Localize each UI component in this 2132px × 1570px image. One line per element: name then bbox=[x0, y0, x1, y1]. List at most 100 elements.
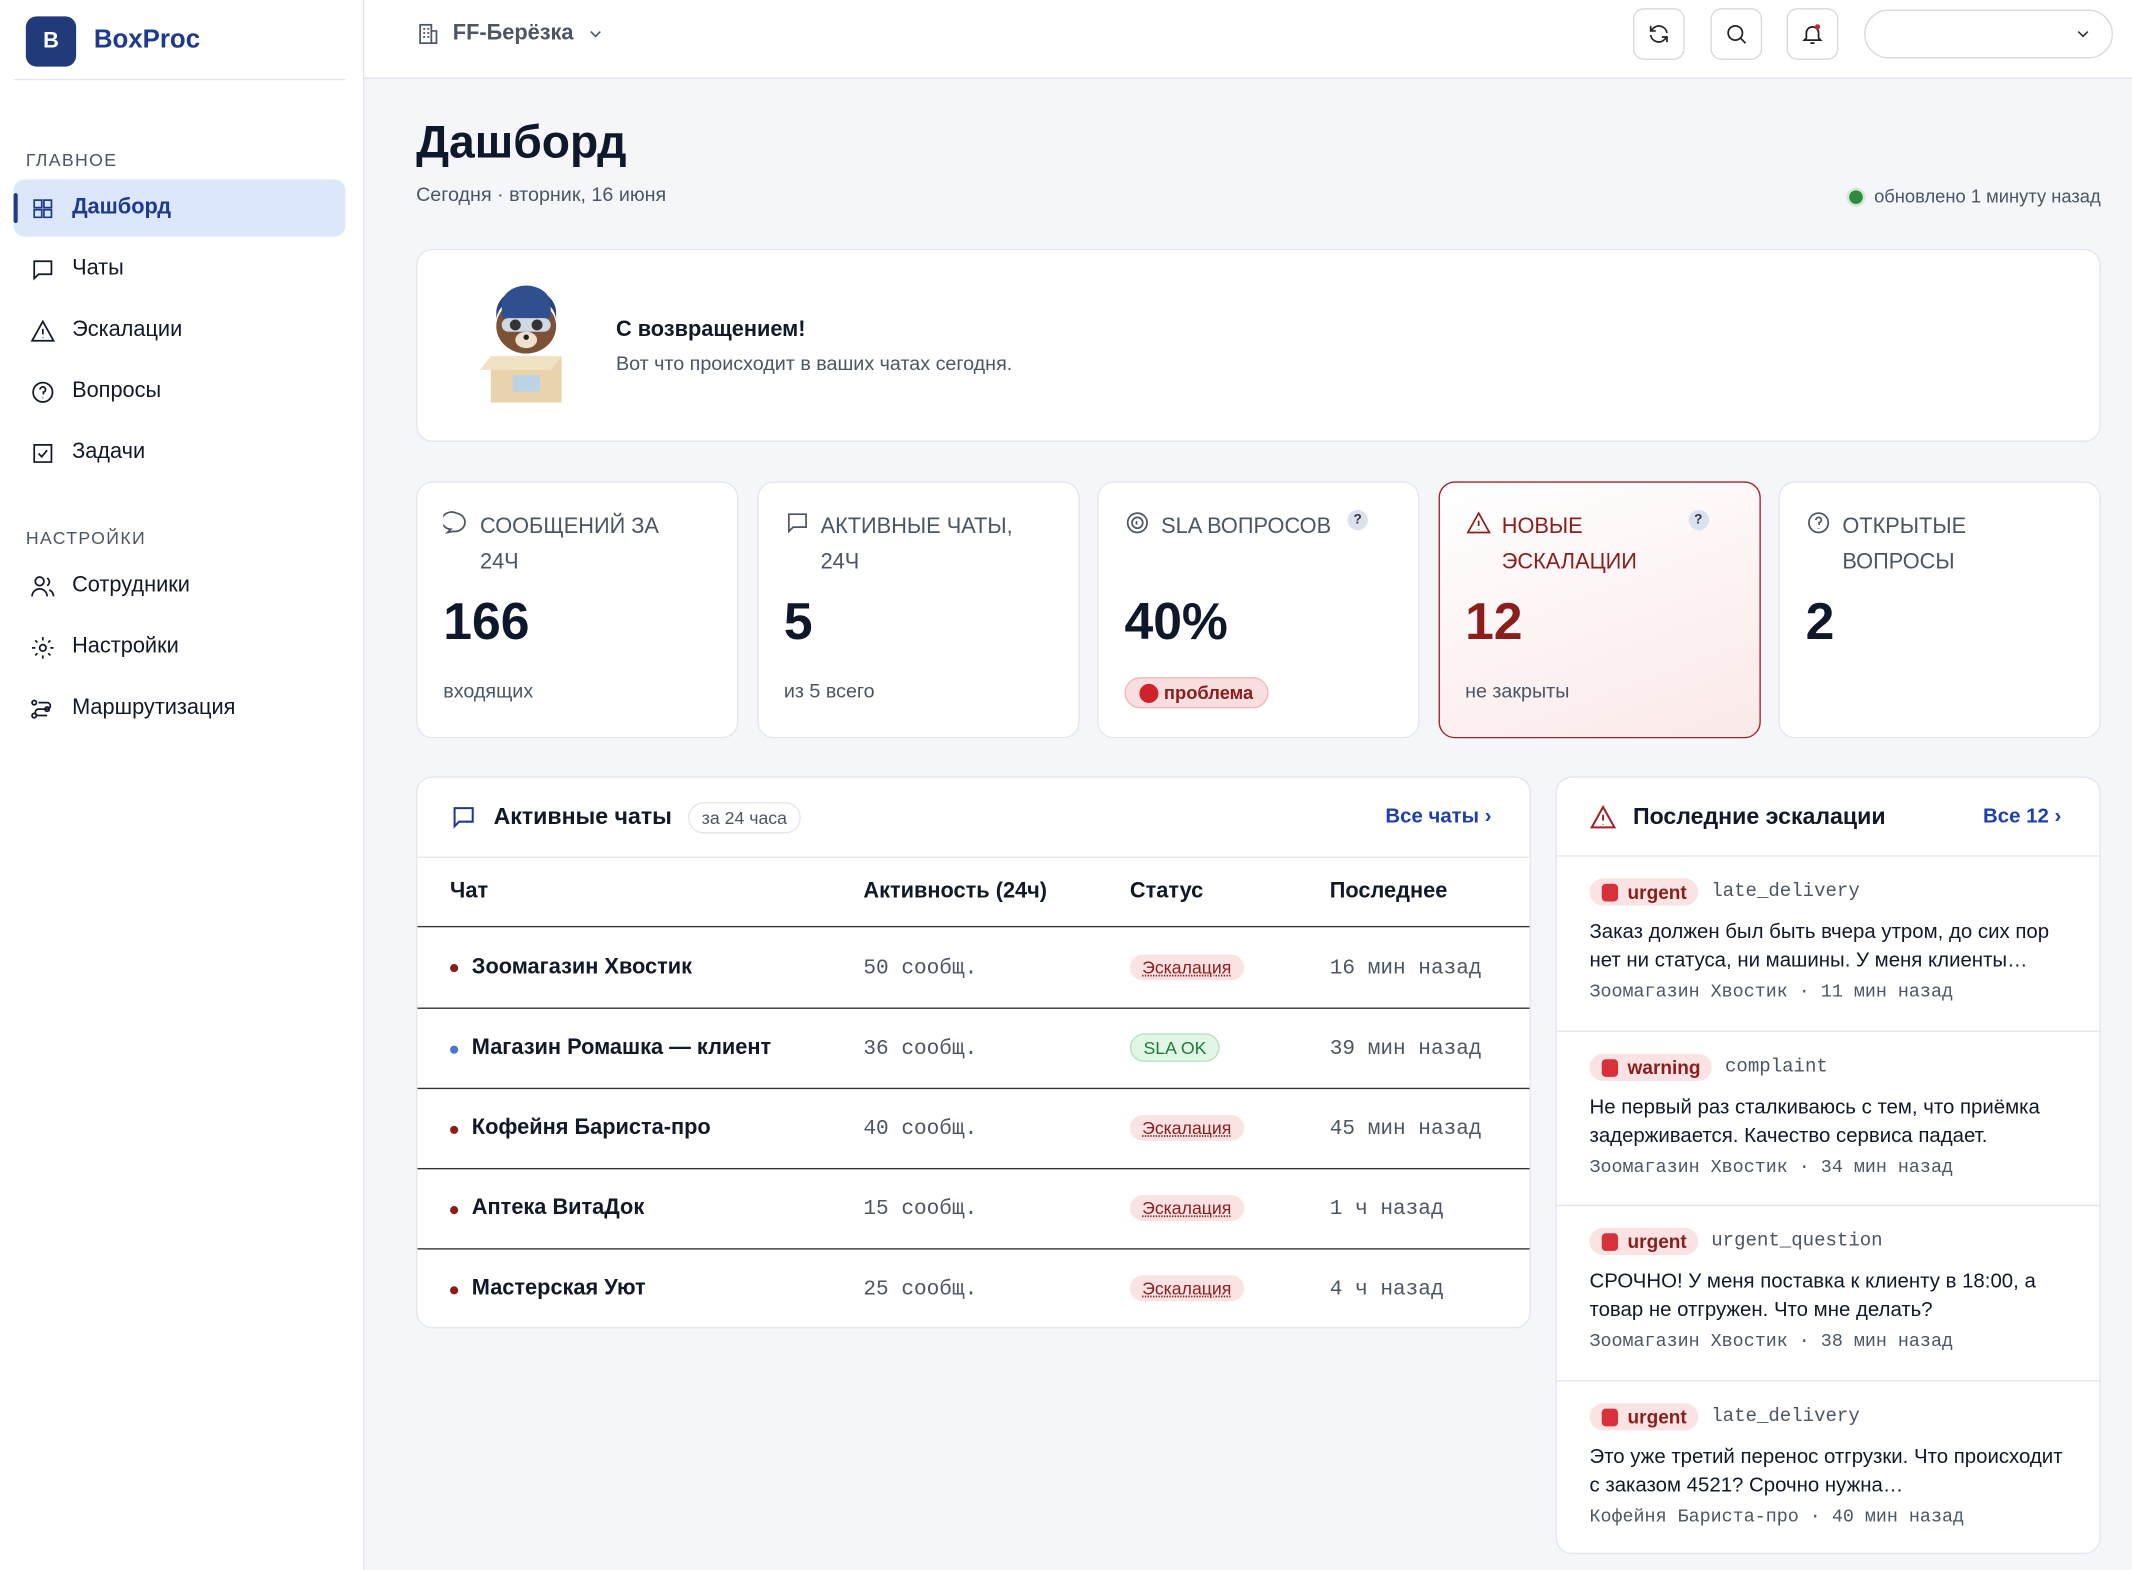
status-badge: проблема bbox=[1124, 677, 1269, 709]
nav-label[interactable]: Маршрутизация bbox=[72, 696, 236, 720]
last-activity: 39 мин назад bbox=[1329, 1036, 1482, 1061]
nav-item[interactable]: Настройки bbox=[14, 619, 346, 676]
sidebar: B BoxProc ГЛАВНОЕ Дашборд Чаты Эскалации Воп… bbox=[0, 0, 365, 1570]
welcome-title: С возвращением! bbox=[615, 318, 806, 342]
status-badge: Эскалация bbox=[1129, 953, 1244, 980]
stat-note: не закрыты bbox=[1465, 681, 1570, 703]
nav-label[interactable]: Вопросы bbox=[72, 379, 162, 403]
nav-section-title: ГЛАВНОЕ bbox=[25, 149, 118, 170]
workspace-switch[interactable]: FF-Берёзка bbox=[416, 22, 605, 46]
help-icon[interactable]: ? bbox=[1347, 509, 1368, 531]
building-icon bbox=[419, 23, 438, 45]
status-dot bbox=[450, 1286, 459, 1295]
level-badge: urgent bbox=[1589, 878, 1698, 906]
icon bbox=[30, 318, 56, 341]
welcome-card: С возвращением! Вот что происходит в ваш… bbox=[416, 248, 2101, 442]
status-cell: Эскалация bbox=[1129, 1195, 1244, 1222]
status-dot bbox=[450, 1125, 459, 1134]
table-row[interactable]: Кофейня Бариста-про 40 сообщ. Эскалация 45 … bbox=[417, 1087, 1530, 1168]
refresh-button[interactable] bbox=[1632, 8, 1685, 60]
icon bbox=[787, 513, 807, 534]
table-row[interactable]: Аптека ВитаДок 15 сообщ. Эскалация 1 ч наза… bbox=[417, 1167, 1530, 1248]
nav-item[interactable]: Маршрутизация bbox=[14, 680, 346, 737]
icon bbox=[33, 443, 53, 463]
escalation-type: late_delivery bbox=[1711, 1405, 1860, 1427]
chat-name[interactable]: Зоомагазин Хвостик bbox=[471, 955, 693, 979]
table-row[interactable]: Зоомагазин Хвостик 50 сообщ. Эскалация 16 м… bbox=[417, 927, 1529, 1007]
icon bbox=[33, 259, 53, 280]
escalations-list: urgent late_delivery Заказ должен был быть… bbox=[1556, 857, 2100, 1553]
chat-name[interactable]: Аптека ВитаДок bbox=[471, 1196, 645, 1220]
nav-item[interactable]: Эскалации bbox=[14, 302, 346, 359]
status-dot bbox=[450, 1045, 459, 1054]
nav-label[interactable]: Сотрудники bbox=[72, 573, 190, 597]
link-text[interactable]: Все чаты bbox=[1385, 804, 1480, 829]
stat-value: 2 bbox=[1805, 594, 1835, 652]
chat-name[interactable]: Магазин Ромашка — клиент bbox=[471, 1036, 772, 1060]
nav-item[interactable]: Вопросы bbox=[14, 363, 346, 420]
welcome-text: Вот что происходит в ваших чатах сегодня… bbox=[615, 353, 1013, 376]
help-icon[interactable]: ? bbox=[1688, 509, 1709, 531]
escalation-item[interactable]: urgent late_delivery Заказ должен был быть… bbox=[1556, 857, 2100, 1032]
last-activity: 4 ч назад bbox=[1329, 1276, 1444, 1302]
escalations-card: Последние эскалации Все 12 › urgent late_… bbox=[1555, 776, 2101, 1555]
chat-name[interactable]: Кофейня Бариста-про bbox=[471, 1116, 711, 1140]
chat-name[interactable]: Мастерская Уют bbox=[471, 1276, 646, 1300]
notifications-button[interactable] bbox=[1786, 8, 1839, 60]
icon bbox=[31, 575, 55, 596]
stat-label: ОТКРЫТЫЕ ВОПРОСЫ bbox=[1842, 515, 1967, 574]
stat-card[interactable]: АКТИВНЫЕ ЧАТЫ, 24Ч 5 из 5 всего bbox=[756, 481, 1079, 739]
brand[interactable]: BoxProc bbox=[93, 25, 201, 55]
column-header: Активность (24ч) bbox=[863, 879, 1048, 903]
nav-item[interactable]: Дашборд bbox=[13, 179, 346, 237]
chat-icon bbox=[453, 807, 474, 829]
escalation-text: СРОЧНО! У меня поставка к клиенту в 18:0… bbox=[1589, 1269, 2036, 1322]
escalation-text: Заказ должен был быть вчера утром, до си… bbox=[1589, 920, 2050, 973]
icon bbox=[32, 636, 54, 658]
stat-label: СООБЩЕНИЙ ЗА 24Ч bbox=[479, 515, 659, 574]
all-chats-link[interactable]: Все чаты › bbox=[1385, 804, 1492, 829]
table-row[interactable]: Мастерская Уют 25 сообщ. Эскалация 4 ч наза… bbox=[417, 1248, 1530, 1327]
icon bbox=[1126, 512, 1148, 534]
escalation-type: late_delivery bbox=[1711, 881, 1860, 903]
all-escalations-link[interactable]: Все 12 › bbox=[1983, 804, 2062, 829]
last-activity: 16 мин назад bbox=[1329, 955, 1482, 980]
active-chats-card: Активные чаты за 24 часа Все чаты › Чат А… bbox=[416, 776, 1532, 1329]
nav-label[interactable]: Чаты bbox=[72, 256, 124, 281]
escalation-text: Не первый раз сталкиваюсь с тем, что при… bbox=[1589, 1095, 2040, 1147]
stat-card[interactable]: SLA ВОПРОСОВ? 40% проблема bbox=[1097, 481, 1420, 739]
stat-card[interactable]: ОТКРЫТЫЕ ВОПРОСЫ 2 bbox=[1778, 481, 2101, 739]
updated-text: обновлено 1 минуту назад bbox=[1874, 186, 2101, 207]
last-activity: 1 ч назад bbox=[1329, 1196, 1444, 1222]
nav-item[interactable]: Сотрудники bbox=[14, 557, 346, 614]
nav-item[interactable]: Задачи bbox=[14, 424, 346, 481]
refresh-icon bbox=[1649, 25, 1668, 43]
escalation-item[interactable]: warning complaint Не первый раз сталкиваюс… bbox=[1556, 1031, 2100, 1207]
column-header: Чат bbox=[450, 879, 489, 903]
status-cell: Эскалация bbox=[1129, 1114, 1244, 1141]
link-text[interactable]: Все 12 bbox=[1983, 804, 2049, 829]
level-badge: urgent bbox=[1589, 1227, 1698, 1255]
activity: 40 сообщ. bbox=[863, 1116, 978, 1141]
nav-label[interactable]: Дашборд bbox=[72, 195, 172, 219]
table-row[interactable]: Магазин Ромашка — клиент 36 сообщ. SLA OK 3… bbox=[417, 1007, 1530, 1088]
nav-label[interactable]: Настройки bbox=[72, 634, 179, 659]
stat-card[interactable]: НОВЫЕ ЭСКАЛАЦИИ? 12 не закрыты bbox=[1437, 481, 1761, 739]
card-header: Активные чаты за 24 часа bbox=[417, 778, 1529, 857]
escalation-type: urgent_question bbox=[1711, 1230, 1883, 1253]
escalation-meta: Зоомагазин Хвостик · 38 мин назад bbox=[1589, 1332, 1953, 1353]
escalation-item[interactable]: urgent urgent_question СРОЧНО! У меня пост… bbox=[1556, 1206, 2100, 1381]
escalation-tags: urgent late_delivery bbox=[1589, 1402, 2066, 1430]
escalation-item[interactable]: urgent late_delivery Это уже третий перено… bbox=[1557, 1381, 2100, 1553]
search-button[interactable] bbox=[1710, 8, 1763, 60]
stat-value: 166 bbox=[443, 594, 530, 652]
stat-card[interactable]: СООБЩЕНИЙ ЗА 24Ч 166 входящих bbox=[416, 481, 739, 739]
account-select[interactable] bbox=[1864, 9, 2113, 59]
level-badge: warning bbox=[1589, 1053, 1712, 1081]
nav-item[interactable]: Чаты bbox=[14, 241, 346, 298]
status-badge: Эскалация bbox=[1129, 1114, 1244, 1141]
logo[interactable]: B bbox=[25, 16, 77, 67]
nav-label[interactable]: Эскалации bbox=[72, 318, 183, 342]
nav-label[interactable]: Задачи bbox=[72, 440, 146, 464]
